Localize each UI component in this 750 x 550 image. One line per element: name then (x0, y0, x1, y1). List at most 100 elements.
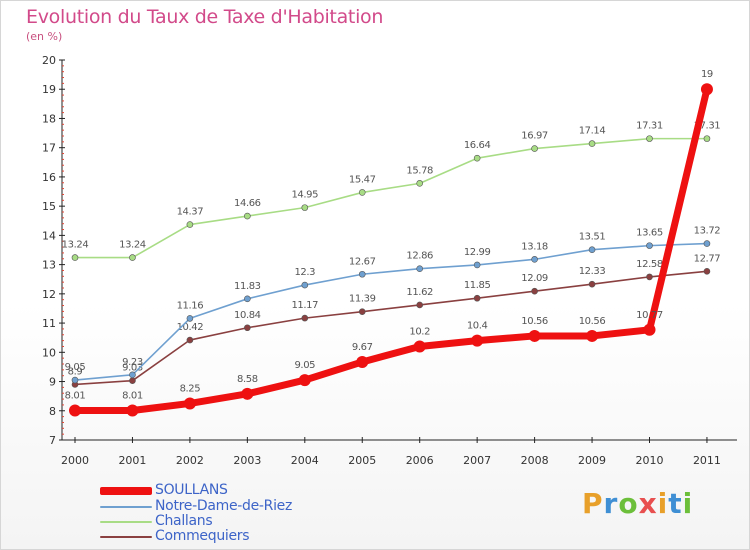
data-point (473, 294, 481, 302)
data-point (588, 140, 596, 147)
data-point (358, 189, 366, 196)
data-point (588, 246, 596, 254)
x-tick-label: 2003 (233, 454, 261, 467)
data-label: 12.58 (636, 259, 663, 270)
data-point (244, 212, 251, 220)
data-label: 19 (701, 69, 713, 80)
data-label: 9.05 (65, 362, 86, 373)
data-label: 11.16 (177, 300, 204, 311)
legend-swatch-notre-dame-de-riez (100, 506, 152, 508)
logo-letter: P (582, 487, 604, 520)
data-label: 15.47 (349, 174, 376, 185)
data-label: 13.51 (579, 232, 606, 243)
data-label: 13.72 (694, 226, 721, 237)
data-point (244, 324, 251, 332)
logo-letter: o (618, 487, 639, 520)
series-line-notre-dame-de-riez (74, 242, 708, 381)
data-label: 9.03 (122, 363, 143, 374)
data-label: 13.65 (636, 228, 663, 239)
data-label: 11.39 (349, 294, 376, 305)
data-point (298, 374, 311, 387)
legend-swatch-commequiers (100, 536, 152, 538)
data-label: 13.18 (521, 241, 548, 252)
data-label: 12.77 (694, 253, 721, 264)
data-point (531, 287, 538, 295)
chart-subtitle: (en %) (26, 30, 63, 43)
series-line-soullans (71, 85, 711, 414)
data-label: 12.99 (464, 247, 491, 258)
data-point (473, 154, 481, 162)
data-point (416, 265, 424, 273)
legend-label-notre-dame-de-riez: Notre-Dame-de-Riez (155, 498, 293, 514)
data-point (416, 180, 424, 187)
data-label: 9.67 (352, 342, 373, 353)
x-tick-label: 2005 (348, 454, 376, 467)
y-tick-label: 8 (49, 405, 56, 418)
data-label: 9.05 (294, 360, 315, 371)
data-point (301, 314, 309, 322)
data-point (356, 355, 369, 368)
data-point (413, 340, 426, 353)
data-label: 14.66 (234, 198, 261, 209)
data-point (244, 295, 251, 303)
y-tick-label: 15 (42, 200, 56, 213)
data-point (71, 254, 79, 261)
y-tick-label: 7 (49, 434, 56, 447)
data-point (643, 323, 656, 336)
data-label: 17.31 (694, 121, 721, 132)
data-label: 8.01 (65, 390, 86, 401)
y-tick-label: 13 (42, 259, 56, 272)
data-label: 12.09 (521, 273, 548, 284)
logo-letter: x (638, 487, 658, 520)
data-label: 10.77 (636, 310, 663, 321)
data-point (71, 376, 79, 384)
data-point (129, 254, 136, 261)
x-tick-label: 2009 (578, 454, 606, 467)
data-label: 17.31 (636, 121, 663, 132)
legend-swatch-soullans (100, 487, 152, 495)
data-point (241, 387, 254, 400)
data-point (358, 270, 366, 278)
data-point (69, 404, 81, 417)
data-label: 11.83 (234, 281, 261, 292)
x-tick-label: 2002 (176, 454, 204, 467)
data-point (700, 83, 713, 96)
data-point (183, 397, 196, 410)
data-label: 12.67 (349, 256, 376, 267)
data-label: 11.62 (406, 287, 433, 298)
data-label: 10.42 (177, 322, 204, 333)
data-label: 13.24 (119, 240, 146, 251)
x-tick-label: 2010 (636, 454, 664, 467)
data-label: 12.3 (294, 267, 315, 278)
legend-label-soullans: SOULLANS (155, 482, 228, 498)
legend-swatch-challans (100, 521, 152, 523)
x-tick-label: 2001 (118, 454, 146, 467)
y-tick-label: 18 (42, 112, 56, 125)
y-tick-label: 14 (42, 229, 56, 242)
data-label: 10.84 (234, 310, 261, 321)
data-label: 17.14 (579, 126, 606, 137)
data-label: 8.25 (180, 383, 201, 394)
data-label: 11.17 (291, 300, 318, 311)
data-point (528, 329, 541, 342)
data-label: 9.23 (122, 357, 143, 368)
data-point (416, 301, 424, 309)
logo-letter: i (682, 487, 694, 520)
x-tick-label: 2004 (291, 454, 319, 467)
y-tick-label: 9 (49, 376, 56, 389)
logo-letter: i (657, 487, 669, 520)
logo-letter: r (603, 487, 619, 520)
y-tick-label: 20 (42, 54, 56, 67)
y-tick-label: 11 (42, 317, 56, 330)
data-label: 14.95 (291, 190, 318, 201)
x-tick-label: 2011 (693, 454, 721, 467)
data-label: 14.37 (177, 207, 204, 218)
data-label: 10.4 (467, 321, 488, 332)
data-label: 16.64 (464, 140, 491, 151)
series-line-commequiers (74, 270, 708, 386)
proxiti-logo: Proxiti (582, 487, 693, 520)
y-tick-label: 19 (42, 83, 56, 96)
series-line-challans (74, 137, 708, 259)
